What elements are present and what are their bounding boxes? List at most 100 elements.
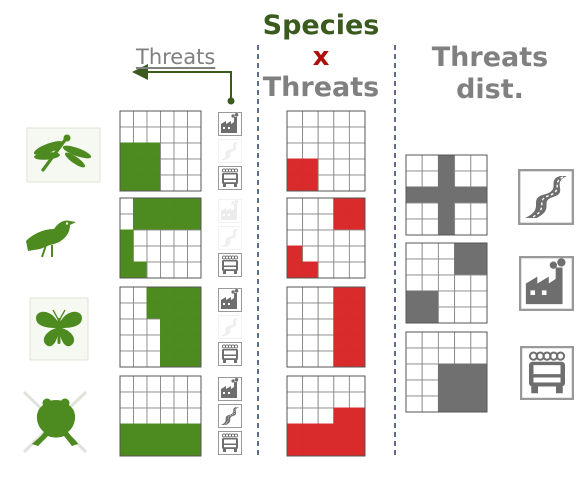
grid-cell bbox=[302, 213, 319, 231]
grid-cell-filled bbox=[302, 439, 319, 457]
grid-cell bbox=[286, 126, 304, 144]
grid-cell bbox=[317, 142, 335, 160]
grid-cell bbox=[146, 375, 161, 393]
grid-cell bbox=[333, 261, 350, 279]
grid-cell bbox=[173, 375, 188, 393]
grid-cell bbox=[286, 286, 304, 304]
grid-cell-filled bbox=[348, 407, 366, 425]
title-threats-dist-line1: Threats bbox=[431, 42, 549, 73]
grid-cell-filled bbox=[173, 334, 188, 352]
grid-cell-filled bbox=[160, 302, 175, 320]
grid-cell-filled bbox=[146, 142, 161, 160]
grid-cell-filled bbox=[160, 286, 175, 304]
grid-cell bbox=[133, 407, 148, 425]
grid-cell bbox=[470, 331, 488, 349]
grid-cell-filled bbox=[454, 395, 472, 413]
grid-cell bbox=[160, 110, 175, 128]
grid-cell-filled bbox=[317, 439, 335, 457]
title-species: Species bbox=[262, 10, 380, 41]
grid-cell-filled bbox=[348, 350, 366, 368]
grid-cell bbox=[405, 395, 423, 413]
grid-cell-filled bbox=[437, 363, 456, 381]
grid-cell-filled bbox=[454, 186, 472, 204]
grid-cell bbox=[421, 331, 439, 349]
grid-cell-filled bbox=[173, 286, 188, 304]
title-threats: Threats bbox=[262, 72, 380, 103]
grid-cell bbox=[286, 142, 304, 160]
truck-icon bbox=[520, 346, 574, 400]
grid-cell-filled bbox=[333, 407, 350, 425]
grid-cell bbox=[187, 375, 202, 393]
grid-cell bbox=[302, 302, 319, 320]
grid-cell-filled bbox=[470, 379, 488, 397]
grid-cell-filled bbox=[405, 186, 423, 204]
grid-cell bbox=[286, 391, 304, 409]
grid-cell bbox=[302, 334, 319, 352]
grid-cell-filled bbox=[119, 142, 134, 160]
grid-cell bbox=[133, 350, 148, 368]
grid-cell bbox=[173, 174, 188, 192]
grid-cell bbox=[173, 261, 188, 279]
grid-cell-filled bbox=[133, 158, 148, 176]
grid-cell-filled bbox=[173, 213, 188, 231]
grid-cell bbox=[317, 197, 335, 215]
grid-cell bbox=[470, 306, 488, 324]
grid-cell bbox=[146, 334, 161, 352]
grid-cell-filled bbox=[348, 302, 366, 320]
grid-cell bbox=[160, 391, 175, 409]
grid-cell bbox=[317, 375, 335, 393]
dragonfly-icon bbox=[26, 127, 101, 183]
grid-cell bbox=[173, 126, 188, 144]
grid-cell bbox=[454, 154, 472, 172]
grid-cell bbox=[405, 347, 423, 365]
grid-cell-filled bbox=[333, 439, 350, 457]
grid-cell bbox=[317, 213, 335, 231]
grid-cell-filled bbox=[454, 363, 472, 381]
grid-cell bbox=[302, 142, 319, 160]
grid-cell bbox=[405, 242, 423, 260]
grid-cell-filled bbox=[146, 158, 161, 176]
grid-cell bbox=[146, 391, 161, 409]
grid-cell bbox=[454, 218, 472, 236]
truck-icon bbox=[218, 166, 242, 190]
grid-cell bbox=[146, 110, 161, 128]
grid-cell bbox=[437, 347, 456, 365]
grid-cell-filled bbox=[133, 261, 148, 279]
grid-cell bbox=[317, 126, 335, 144]
grid-cell bbox=[348, 229, 366, 247]
title-threats-dist: Threats dist. bbox=[420, 42, 560, 106]
grid-cell bbox=[437, 306, 456, 324]
frog-icon bbox=[22, 390, 88, 454]
grid-cell bbox=[119, 350, 134, 368]
grid-cell bbox=[317, 407, 335, 425]
grid-cell-filled bbox=[187, 334, 202, 352]
grid-cell bbox=[173, 142, 188, 160]
grid-cell bbox=[133, 318, 148, 336]
grid-cell bbox=[286, 407, 304, 425]
grid-cell bbox=[454, 170, 472, 188]
road-icon bbox=[218, 315, 242, 339]
grid-cell-filled bbox=[302, 423, 319, 441]
grid-cell-filled bbox=[160, 439, 175, 457]
grid-cell-filled bbox=[348, 423, 366, 441]
bird-icon bbox=[26, 220, 76, 258]
grid-cell bbox=[437, 242, 456, 260]
grid-cell bbox=[348, 158, 366, 176]
grid-cell-filled bbox=[119, 229, 134, 247]
grid-cell bbox=[187, 261, 202, 279]
grid-cell bbox=[348, 245, 366, 263]
grid-cell bbox=[160, 261, 175, 279]
truck-icon bbox=[218, 342, 242, 366]
grid-cell bbox=[421, 202, 439, 220]
grid-cell bbox=[437, 258, 456, 276]
grid-cell bbox=[160, 142, 175, 160]
grid-cell-filled bbox=[470, 242, 488, 260]
grid-cell bbox=[133, 286, 148, 304]
grid-cell bbox=[421, 347, 439, 365]
grid-cell bbox=[119, 407, 134, 425]
grid-cell-filled bbox=[133, 174, 148, 192]
grid-cell-filled bbox=[437, 379, 456, 397]
grid-cell-filled bbox=[160, 318, 175, 336]
grid-cell bbox=[187, 142, 202, 160]
